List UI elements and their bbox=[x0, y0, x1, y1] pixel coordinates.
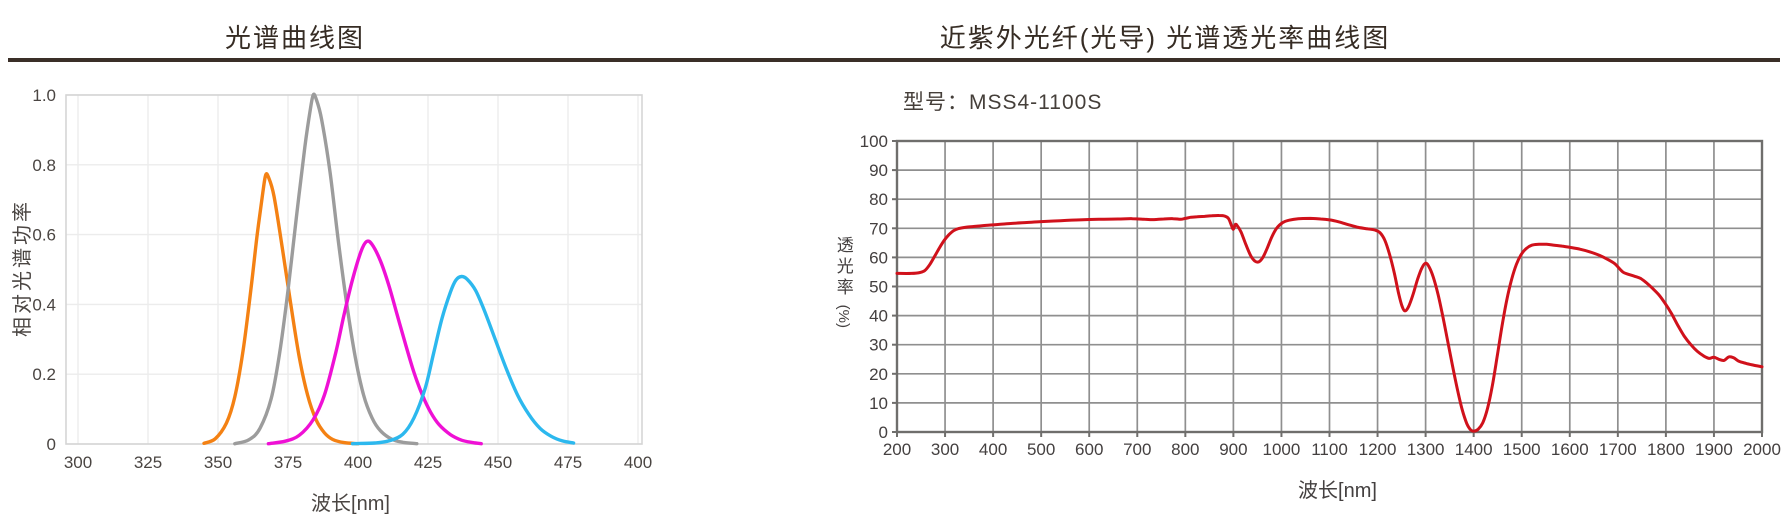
y-tick-label: 90 bbox=[869, 161, 888, 180]
x-tick-label: 350 bbox=[204, 453, 232, 472]
y-tick-label: 1.0 bbox=[32, 86, 56, 105]
y-tick-label: 60 bbox=[869, 248, 888, 267]
x-tick-label: 425 bbox=[414, 453, 442, 472]
x-tick-label: 1900 bbox=[1695, 440, 1733, 459]
y-tick-label: 20 bbox=[869, 365, 888, 384]
series-orange-peak-367nm bbox=[202, 172, 360, 446]
right-y-axis-label-text: 透光率 bbox=[833, 236, 853, 299]
x-tick-label: 700 bbox=[1123, 440, 1151, 459]
x-tick-label: 325 bbox=[134, 453, 162, 472]
x-tick-label: 900 bbox=[1219, 440, 1247, 459]
x-tick-label: 1800 bbox=[1647, 440, 1685, 459]
x-tick-label: 400 bbox=[344, 453, 372, 472]
x-tick-label: 200 bbox=[883, 440, 911, 459]
x-tick-label: 1000 bbox=[1263, 440, 1301, 459]
x-tick-label: 800 bbox=[1171, 440, 1199, 459]
right-x-axis-label: 波长[nm] bbox=[1298, 480, 1377, 502]
x-tick-label: 1400 bbox=[1455, 440, 1493, 459]
y-tick-label: 0 bbox=[47, 435, 56, 454]
y-tick-label: 0.6 bbox=[32, 226, 56, 245]
x-tick-label: 450 bbox=[484, 453, 512, 472]
y-tick-label: 10 bbox=[869, 394, 888, 413]
y-tick-label: 0.4 bbox=[32, 295, 56, 314]
model-label: 型号：MSS4-1100S bbox=[903, 91, 1103, 114]
series-cyan-peak-437nm bbox=[350, 274, 576, 446]
left-x-axis-label: 波长[nm] bbox=[311, 493, 390, 515]
spectral-curve-chart: 300 325 350 375 400 425 450 475 400 0 0.2 0.4 0.6 0.8… bbox=[32, 86, 652, 472]
x-tick-label: 475 bbox=[554, 453, 582, 472]
x-tick-label: 400 bbox=[979, 440, 1007, 459]
x-tick-label: 1100 bbox=[1311, 440, 1348, 459]
x-tick-label: 1700 bbox=[1599, 440, 1637, 459]
series-gray-peak-384nm bbox=[233, 92, 419, 446]
x-tick-label: 375 bbox=[274, 453, 302, 472]
y-tick-label: 50 bbox=[869, 278, 888, 297]
y-tick-label: 0.8 bbox=[32, 156, 56, 175]
y-tick-label: 70 bbox=[869, 219, 888, 238]
y-tick-label: 0.2 bbox=[32, 365, 56, 384]
right-y-axis-label: 透光率 (%) bbox=[830, 236, 856, 329]
right-y-axis-unit: (%) bbox=[835, 304, 853, 329]
series-magenta-peak-403nm bbox=[266, 239, 483, 446]
transmittance-chart: 200 300 400 500 600 700 800 900 1000 1100 1200 1300… bbox=[860, 132, 1781, 459]
y-tick-label: 100 bbox=[860, 132, 888, 151]
title-divider bbox=[8, 58, 1780, 62]
x-tick-label: 300 bbox=[931, 440, 959, 459]
left-y-axis-label: 相对光谱功率 bbox=[12, 199, 34, 337]
y-tick-label: 0 bbox=[879, 423, 888, 442]
x-tick-label: 2000 bbox=[1743, 440, 1781, 459]
x-tick-label: 1300 bbox=[1407, 440, 1445, 459]
y-tick-label: 40 bbox=[869, 307, 888, 326]
left-chart-title: 光谱曲线图 bbox=[224, 23, 365, 53]
series-transmittance-MSS4-1100S bbox=[895, 213, 1764, 433]
x-tick-label: 300 bbox=[64, 453, 92, 472]
x-tick-label: 400 bbox=[624, 453, 652, 472]
y-tick-label: 30 bbox=[869, 336, 888, 355]
x-tick-label: 1500 bbox=[1503, 440, 1541, 459]
x-tick-label: 600 bbox=[1075, 440, 1103, 459]
y-tick-label: 80 bbox=[869, 190, 888, 209]
right-chart-title: 近紫外光纤(光导) 光谱透光率曲线图 bbox=[939, 23, 1391, 53]
x-tick-label: 1200 bbox=[1359, 440, 1397, 459]
x-tick-label: 500 bbox=[1027, 440, 1055, 459]
x-tick-label: 1600 bbox=[1551, 440, 1589, 459]
